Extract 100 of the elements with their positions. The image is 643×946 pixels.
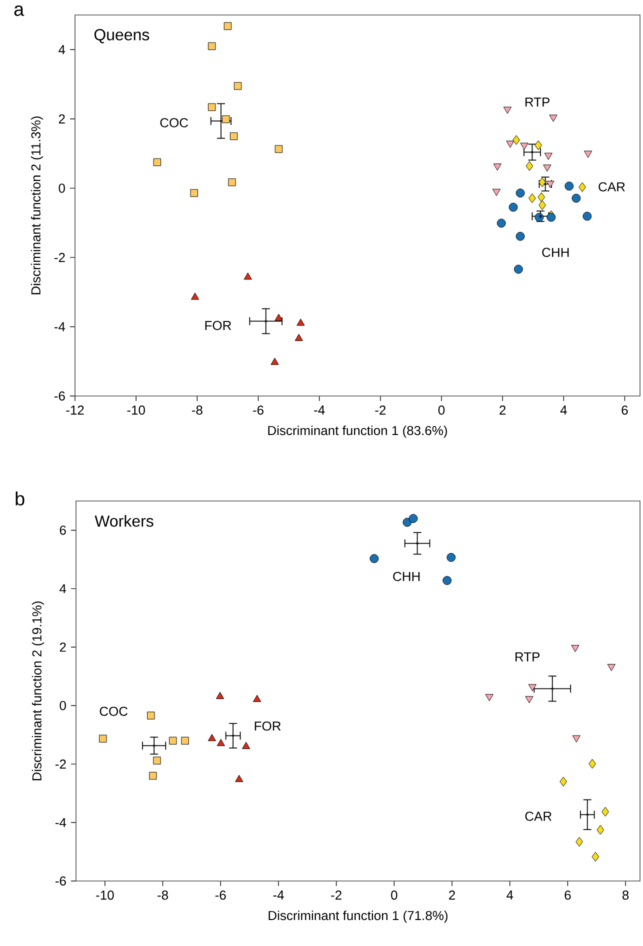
y-tick-label: 0 [58, 184, 65, 193]
y-tick-label: -6 [55, 876, 66, 886]
point [528, 193, 536, 204]
point [572, 194, 581, 203]
y-tick-label: 2 [58, 114, 65, 124]
point [294, 334, 303, 341]
point [216, 738, 225, 746]
series-label: CHH [393, 572, 420, 582]
point [153, 158, 162, 166]
point [582, 212, 592, 221]
point [584, 150, 592, 158]
point [208, 42, 216, 50]
point [544, 152, 552, 160]
point [602, 806, 609, 817]
point [512, 135, 520, 145]
point [99, 734, 107, 742]
x-tick-label: -4 [314, 406, 325, 414]
x-axis-title: Discriminant function 1 (71.8%) [268, 910, 448, 923]
text: Queens [94, 29, 150, 44]
x-axis-title: Discriminant function 1 (83.6%) [268, 426, 447, 438]
y-tick-label: 2 [60, 642, 66, 652]
point [538, 192, 546, 202]
point [571, 644, 580, 652]
x-tick-label: 6 [564, 890, 571, 900]
x-tick-label: -2 [331, 890, 342, 900]
x-tick-label: 8 [622, 890, 629, 900]
point [253, 694, 262, 702]
x-tick-label: -10 [96, 890, 114, 900]
point [560, 776, 568, 786]
chart-title: a [14, 6, 24, 16]
series-label: FOR [205, 320, 232, 330]
series-label: CHH [542, 248, 569, 258]
point [190, 292, 200, 300]
point [538, 200, 546, 210]
point [208, 734, 216, 742]
point [169, 736, 177, 745]
series-label: CAR [598, 182, 625, 192]
series-label: COC [100, 706, 128, 716]
series-label: FOR [254, 721, 281, 731]
point [546, 212, 556, 222]
x-tick-label: -4 [273, 890, 284, 900]
point [516, 188, 525, 198]
point [534, 140, 542, 150]
point [578, 182, 586, 192]
y-tick-label: -2 [55, 760, 66, 769]
point [520, 142, 528, 150]
point [516, 232, 525, 241]
x-tick-label: -6 [253, 406, 264, 415]
point [274, 314, 283, 321]
point [525, 696, 534, 704]
x-tick-label: 0 [391, 890, 398, 900]
y-tick-label: -4 [54, 322, 66, 332]
point [572, 735, 580, 742]
point [274, 145, 283, 153]
point [564, 182, 574, 191]
x-tick-label: -8 [192, 406, 202, 415]
point [181, 736, 189, 745]
x-tick-label: -6 [215, 890, 226, 900]
x-tick-label: -12 [66, 406, 84, 415]
x-tick-label: -2 [375, 406, 386, 415]
point [234, 82, 242, 90]
point [402, 518, 412, 527]
point [442, 576, 452, 585]
text: Workers [94, 515, 154, 527]
point [149, 772, 157, 780]
series-label: COC [160, 118, 188, 128]
point [596, 824, 604, 835]
x-tick-label: -8 [158, 890, 168, 900]
y-axis-title: Discriminant function 2 (11.3%) [30, 116, 44, 294]
x-tick-label: -10 [127, 406, 145, 415]
point [503, 106, 512, 114]
point [296, 318, 305, 326]
point [244, 272, 252, 280]
point [224, 22, 232, 30]
point [508, 202, 518, 212]
point [370, 554, 379, 564]
point [493, 164, 502, 171]
point [408, 514, 418, 523]
point [506, 140, 514, 148]
y-tick-label: -2 [54, 252, 65, 262]
x-tick-label: 4 [560, 406, 567, 414]
text: CAR [525, 812, 552, 821]
series-label: RTP [525, 98, 550, 107]
point [446, 552, 456, 562]
point [588, 758, 596, 769]
point [496, 218, 506, 228]
x-tick-label: 4 [506, 890, 514, 900]
point [208, 103, 216, 111]
point [216, 692, 224, 699]
point [147, 712, 155, 720]
point [242, 742, 250, 749]
point [514, 264, 523, 274]
point [492, 188, 501, 196]
y-tick-label: -6 [54, 391, 65, 401]
point [528, 684, 536, 692]
point [230, 132, 238, 140]
point [576, 836, 583, 847]
x-tick-label: 0 [438, 406, 445, 415]
point [549, 114, 558, 122]
y-tick-label: 4 [60, 584, 66, 594]
